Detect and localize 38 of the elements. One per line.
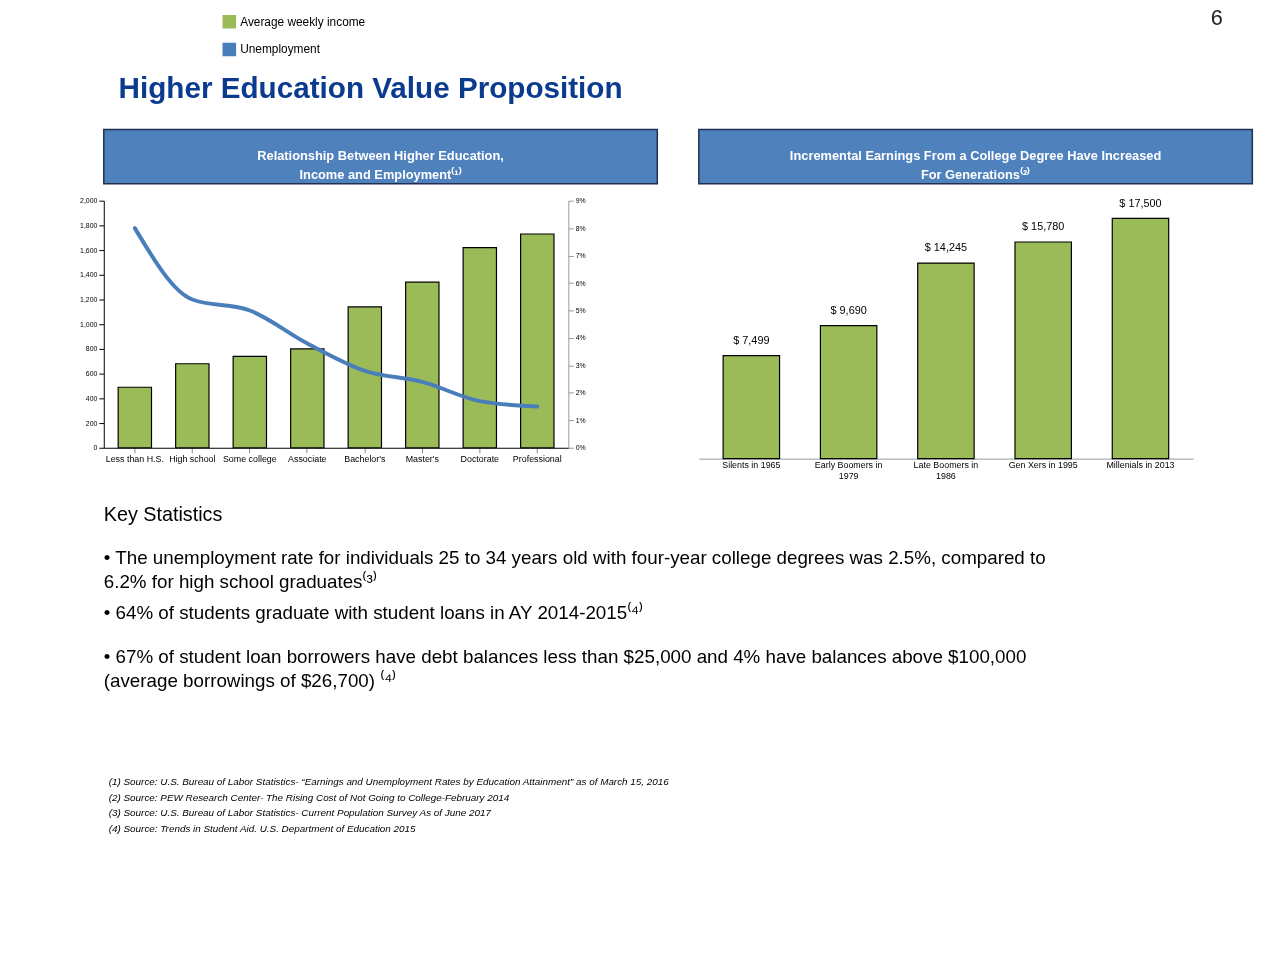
line-series (132, 226, 540, 409)
legend-label: Average weekly income (240, 14, 366, 29)
text: (2) Source: PEW Research Center- The Rising Cost of Not Going to College-February 2014 (108, 791, 510, 803)
text: • 67% of student loan borrowers have debt balances less than $25,000 and 4% have balances above $100,000 (average borrowings of $26,700) ⁽⁴⁾ (103, 646, 1027, 691)
text: Key Statistics (103, 502, 223, 525)
x-tick-label: Late Boomers in 1986 (913, 460, 979, 481)
bar (819, 325, 878, 460)
x-tick-label: Less than H.S. (105, 454, 164, 465)
x-tick-label: Gen Xers in 1995 (1008, 460, 1078, 471)
text: (3) Source: U.S. Bureau of Labor Statistics- Current Population Survey As of June 2017 (108, 807, 492, 819)
bar (722, 355, 781, 460)
chart-title: Relationship Between Higher Education, Income and Employment⁽¹⁾ (257, 148, 504, 182)
x-tick-label: Silents in 1965 (722, 460, 781, 471)
text: • The unemployment rate for individuals 25 to 34 years old with four-year college degrees was 2.5%, compared to 6.2% for high school graduates⁽³⁾ (103, 547, 1046, 593)
x-tick-label: Millenials in 2013 (1106, 460, 1175, 471)
data-label: $ 14,245 (924, 241, 968, 254)
x-tick-label: Master's (405, 454, 440, 465)
text: Higher Education Value Proposition (118, 70, 623, 104)
x-tick-label: High school (169, 454, 216, 465)
text: 6 (1210, 4, 1223, 30)
chart-title: Incremental Earnings From a College Degree Have Increased For Generations⁽²⁾ (789, 148, 1162, 182)
x-tick-label: Associate (288, 454, 327, 465)
data-label: $ 15,780 (1022, 220, 1065, 233)
bar (1111, 217, 1170, 460)
x-tick-label: Bachelor's (344, 454, 386, 465)
text: • 64% of students graduate with student loans in AY 2014-2015⁽⁴⁾ (103, 600, 644, 623)
text: (1) Source: U.S. Bureau of Labor Statistics- “Earnings and Unemployment Rates by Education Attainment” as of March 15, 2016 (108, 775, 670, 787)
data-label: $ 7,499 (733, 333, 770, 346)
x-tick-label: Professional (512, 454, 562, 465)
text: (4) Source: Trends in Student Aid. U.S. Department of Education 2015 (108, 823, 417, 835)
legend-label: Unemployment (240, 42, 321, 57)
bar (1014, 241, 1073, 460)
data-label: $ 17,500 (1119, 196, 1162, 209)
bar (917, 262, 975, 460)
data-label: $ 9,690 (830, 303, 867, 316)
x-tick-label: Early Boomers in 1979 (814, 460, 883, 481)
x-tick-label: Doctorate (460, 454, 500, 465)
x-tick-label: Some college (222, 454, 277, 465)
